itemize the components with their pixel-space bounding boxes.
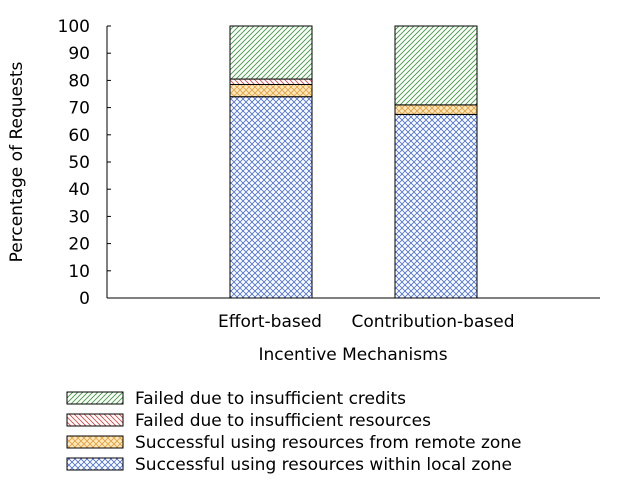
y-tick-label: 70 bbox=[68, 99, 90, 119]
y-tick-label: 60 bbox=[68, 126, 90, 146]
legend: Failed due to insufficient creditsFailed… bbox=[66, 389, 522, 475]
y-tick-label: 80 bbox=[68, 71, 90, 91]
y-tick-label: 90 bbox=[68, 44, 90, 64]
y-tick-label: 100 bbox=[58, 17, 90, 37]
y-tick-label: 10 bbox=[68, 262, 90, 282]
x-axis-title: Incentive Mechanisms bbox=[258, 345, 447, 365]
y-tick-label: 50 bbox=[68, 153, 90, 173]
legend-label: Failed due to insufficient credits bbox=[135, 389, 406, 409]
legend-label: Failed due to insufficient resources bbox=[135, 411, 431, 431]
legend-swatch bbox=[66, 413, 124, 427]
x-axis: Effort-based Contribution-based bbox=[107, 297, 600, 332]
bar-segment bbox=[394, 113, 478, 299]
y-tick-label: 20 bbox=[68, 235, 90, 255]
bar-segment bbox=[394, 104, 478, 115]
legend-label: Successful using resources from remote z… bbox=[135, 433, 522, 453]
legend-swatch bbox=[66, 435, 124, 449]
bar-segment bbox=[229, 25, 313, 80]
y-tick-label: 40 bbox=[68, 180, 90, 200]
y-axis: 0 10 20 30 40 50 60 70 80 90 100 bbox=[58, 17, 111, 309]
legend-swatch bbox=[66, 457, 124, 471]
legend-swatch bbox=[66, 391, 124, 405]
bar-segment bbox=[394, 25, 478, 106]
x-tick-label: Contribution-based bbox=[351, 312, 514, 332]
legend-label: Successful using resources within local … bbox=[135, 455, 512, 475]
x-tick-label: Effort-based bbox=[218, 312, 322, 332]
y-tick-label: 30 bbox=[68, 207, 90, 227]
bar-segment bbox=[229, 78, 313, 85]
y-tick-label: 0 bbox=[79, 289, 90, 309]
plot-area bbox=[229, 25, 478, 299]
bar-segment bbox=[229, 83, 313, 98]
y-axis-title: Percentage of Requests bbox=[7, 61, 27, 262]
bar-segment bbox=[229, 96, 313, 299]
